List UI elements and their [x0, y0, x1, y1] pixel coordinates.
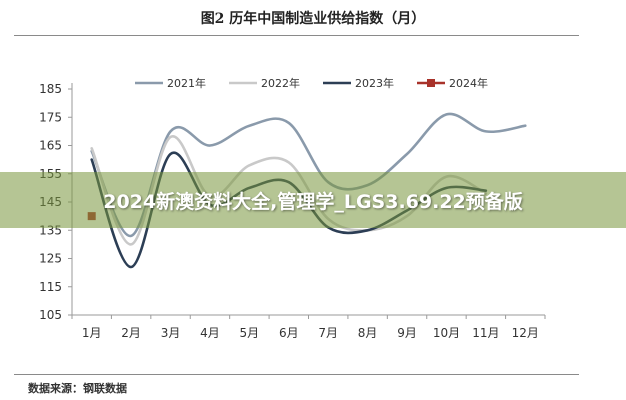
legend-label-3: 2024年 — [449, 76, 488, 90]
legend-label-1: 2022年 — [261, 76, 300, 90]
x-tick-label: 9月 — [397, 326, 417, 340]
x-tick-label: 3月 — [161, 326, 181, 340]
top-rule — [14, 35, 579, 36]
x-tick-label: 2月 — [121, 326, 141, 340]
y-tick-label: 175 — [39, 110, 62, 124]
overlay-banner: 2024新澳资料大全,管理学_LGS3.69.22预备版 — [0, 172, 626, 228]
x-tick-label: 7月 — [318, 326, 338, 340]
x-tick-label: 6月 — [279, 326, 299, 340]
figure-title: 图2 历年中国制造业供给指数（月） — [200, 11, 426, 27]
legend-label-0: 2021年 — [167, 76, 206, 90]
y-tick-label: 105 — [39, 308, 62, 322]
data-source-note: 数据来源：钢联数据 — [28, 382, 127, 395]
overlay-banner-text: 2024新澳资料大全,管理学_LGS3.69.22预备版 — [103, 190, 523, 213]
x-tick-label: 5月 — [240, 326, 260, 340]
x-tick-label: 4月 — [200, 326, 220, 340]
y-tick-label: 165 — [39, 139, 62, 153]
y-tick-label: 115 — [39, 280, 62, 294]
y-tick-label: 185 — [39, 82, 62, 96]
x-tick-label: 8月 — [358, 326, 378, 340]
bottom-rule — [14, 374, 579, 375]
chart-legend: 2021年 2022年 2023年 2024年 — [135, 76, 488, 90]
x-tick-label: 10月 — [433, 326, 460, 340]
y-tick-label: 125 — [39, 252, 62, 266]
x-tick-label: 12月 — [512, 326, 539, 340]
x-tick-label: 11月 — [472, 326, 499, 340]
x-tick-label: 1月 — [82, 326, 102, 340]
legend-marker-3 — [427, 79, 435, 87]
legend-label-2: 2023年 — [355, 76, 394, 90]
